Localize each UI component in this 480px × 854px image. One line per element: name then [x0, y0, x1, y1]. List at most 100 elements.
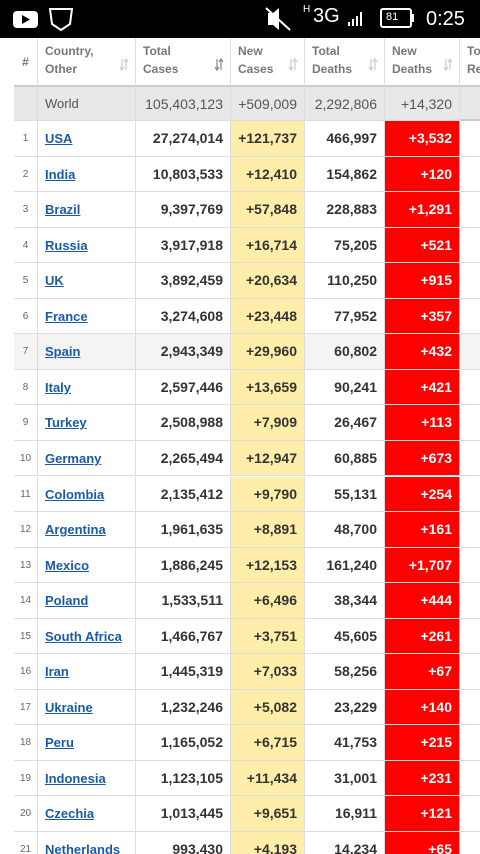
new-cases: +12,410: [231, 156, 305, 193]
world-label: World: [38, 87, 136, 121]
country-link[interactable]: Peru: [38, 725, 136, 761]
country-link[interactable]: Czechia: [38, 796, 136, 832]
rank: 2: [14, 156, 38, 193]
total-deaths: 228,883: [305, 192, 385, 228]
new-deaths: +65: [385, 832, 460, 854]
new-deaths: +444: [385, 583, 460, 619]
new-deaths: +121: [385, 796, 460, 832]
rank: 21: [14, 832, 38, 854]
rank: 11: [14, 476, 38, 513]
new-deaths: +254: [385, 476, 460, 513]
cell: [460, 334, 480, 370]
new-deaths: +357: [385, 298, 460, 335]
total-deaths: 14,234: [305, 832, 385, 854]
cell: [460, 512, 480, 548]
rank: 16: [14, 654, 38, 690]
country-link[interactable]: UK: [38, 263, 136, 299]
country-link[interactable]: India: [38, 156, 136, 193]
column-header[interactable]: Total Cases: [136, 38, 231, 87]
header-text: Country,: [45, 44, 94, 58]
total-deaths: 55,131: [305, 476, 385, 513]
column-header[interactable]: Total Recovered: [460, 38, 480, 87]
country-link[interactable]: Italy: [38, 369, 136, 406]
rank: 12: [14, 512, 38, 548]
rank: 14: [14, 583, 38, 619]
total-deaths: 48,700: [305, 512, 385, 548]
total-deaths: 466,997: [305, 121, 385, 157]
country-link[interactable]: Iran: [38, 654, 136, 690]
total-cases: 1,445,319: [136, 654, 231, 690]
total-cases: 3,917,918: [136, 227, 231, 264]
country-link[interactable]: Netherlands: [38, 832, 136, 854]
sort-icon: [214, 58, 224, 72]
column-header[interactable]: New Deaths: [385, 38, 460, 87]
new-cases: +11,434: [231, 760, 305, 797]
total-cases: 2,135,412: [136, 476, 231, 513]
new-deaths: +120: [385, 156, 460, 193]
country-link[interactable]: USA: [38, 121, 136, 157]
new-deaths: +3,532: [385, 121, 460, 157]
total-deaths: 26,467: [305, 405, 385, 441]
rank: 8: [14, 369, 38, 406]
country-link[interactable]: Ukraine: [38, 689, 136, 726]
country-link[interactable]: Mexico: [38, 547, 136, 584]
country-link[interactable]: Indonesia: [38, 760, 136, 797]
country-link[interactable]: Brazil: [38, 192, 136, 228]
total-deaths: 41,753: [305, 725, 385, 761]
total-cases: 993,430: [136, 832, 231, 854]
header-text: Other: [45, 62, 78, 76]
new-cases: +7,033: [231, 654, 305, 690]
column-header[interactable]: Country, Other: [38, 38, 136, 87]
country-link[interactable]: Turkey: [38, 405, 136, 441]
new-deaths: +231: [385, 760, 460, 797]
network-type: 3G: [313, 5, 340, 27]
sort-icon: [288, 58, 298, 72]
rank: 7: [14, 334, 38, 370]
country-link[interactable]: Poland: [38, 583, 136, 619]
country-link[interactable]: South Africa: [38, 618, 136, 655]
total-deaths: 110,250: [305, 263, 385, 299]
country-link[interactable]: France: [38, 298, 136, 335]
sort-icon: [119, 58, 129, 72]
new-deaths: +215: [385, 725, 460, 761]
network-type-small: H: [303, 4, 311, 15]
country-link[interactable]: Spain: [38, 334, 136, 370]
new-deaths: +521: [385, 227, 460, 264]
total-cases: 1,466,767: [136, 618, 231, 655]
rank: 20: [14, 796, 38, 832]
new-deaths: +1,291: [385, 192, 460, 228]
new-deaths: +67: [385, 654, 460, 690]
cell: [460, 440, 480, 477]
new-cases: +12,153: [231, 547, 305, 584]
country-link[interactable]: Argentina: [38, 512, 136, 548]
country-link[interactable]: Russia: [38, 227, 136, 264]
total-cases: 2,597,446: [136, 369, 231, 406]
column-header[interactable]: New Cases: [231, 38, 305, 87]
new-cases: +12,947: [231, 440, 305, 477]
column-header[interactable]: Total Deaths: [305, 38, 385, 87]
rank: 10: [14, 440, 38, 477]
new-cases: +121,737: [231, 121, 305, 157]
country-link[interactable]: Germany: [38, 440, 136, 477]
header-text: New: [238, 44, 263, 58]
rank: 6: [14, 298, 38, 335]
column-header: #: [14, 38, 38, 87]
total-cases: 3,274,608: [136, 298, 231, 335]
rank: 4: [14, 227, 38, 264]
total-deaths: 38,344: [305, 583, 385, 619]
sort-icon: [368, 58, 378, 72]
total-deaths: 60,885: [305, 440, 385, 477]
total-cases: 1,013,445: [136, 796, 231, 832]
total-deaths: 77,952: [305, 298, 385, 335]
header-text: Deaths: [312, 62, 353, 76]
total-deaths: 31,001: [305, 760, 385, 797]
total-cases: 1,886,245: [136, 547, 231, 584]
status-icons: [13, 7, 414, 32]
rank: 19: [14, 760, 38, 797]
country-link[interactable]: Colombia: [38, 476, 136, 513]
sort-icon: [443, 58, 453, 72]
cell: [460, 156, 480, 193]
total-cases: 1,232,246: [136, 689, 231, 726]
header-text: Deaths: [392, 62, 433, 76]
